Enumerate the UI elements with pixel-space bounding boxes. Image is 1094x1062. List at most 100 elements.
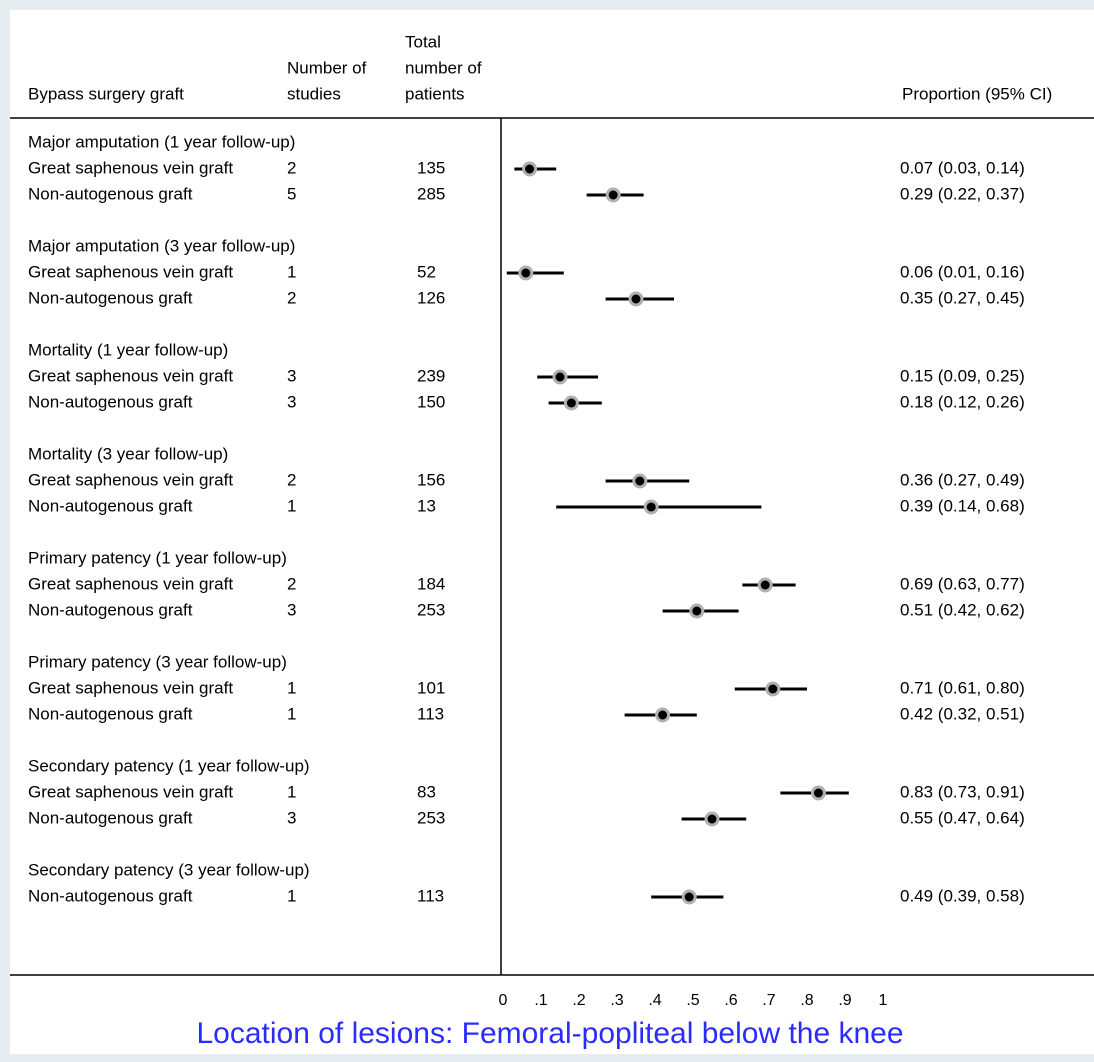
patients: 126	[417, 288, 445, 307]
group-title: Primary patency (3 year follow-up)	[28, 652, 287, 671]
group-title: Major amputation (1 year follow-up)	[28, 132, 295, 151]
studies: 2	[287, 470, 296, 489]
estimate-point	[692, 606, 702, 616]
group-title: Major amputation (3 year follow-up)	[28, 236, 295, 255]
studies: 3	[287, 366, 296, 385]
chart-title: Location of lesions: Femoral-popliteal b…	[196, 1017, 903, 1050]
ci-label: 0.36 (0.27, 0.49)	[900, 470, 1025, 489]
ci-label: 0.15 (0.09, 0.25)	[900, 366, 1025, 385]
patients: 253	[417, 808, 445, 827]
ci-label: 0.51 (0.42, 0.62)	[900, 600, 1025, 619]
patients: 113	[417, 704, 444, 723]
group-title: Mortality (3 year follow-up)	[28, 444, 228, 463]
patients: 150	[417, 392, 445, 411]
patients: 13	[417, 496, 436, 515]
row-label: Great saphenous vein graft	[28, 782, 233, 801]
row-label: Non-autogenous graft	[28, 600, 193, 619]
patients: 253	[417, 600, 445, 619]
patients: 135	[417, 158, 445, 177]
patients: 52	[417, 262, 436, 281]
estimate-point	[684, 892, 694, 902]
estimate-point	[646, 502, 656, 512]
studies: 5	[287, 184, 296, 203]
estimate-point	[760, 580, 770, 590]
studies: 2	[287, 288, 296, 307]
row-label: Great saphenous vein graft	[28, 678, 233, 697]
column-header: Bypass surgery graft	[28, 84, 184, 103]
x-tick-label: 0	[499, 992, 508, 1009]
x-tick-label: .8	[800, 992, 813, 1009]
ci-label: 0.69 (0.63, 0.77)	[900, 574, 1025, 593]
patients: 184	[417, 574, 445, 593]
ci-label: 0.55 (0.47, 0.64)	[900, 808, 1025, 827]
ci-label: 0.06 (0.01, 0.16)	[900, 262, 1025, 281]
column-header: studies	[287, 84, 341, 103]
patients: 101	[417, 678, 445, 697]
x-tick-label: 1	[879, 992, 888, 1009]
patients: 83	[417, 782, 436, 801]
row-label: Non-autogenous graft	[28, 496, 193, 515]
studies: 2	[287, 158, 296, 177]
row-label: Non-autogenous graft	[28, 704, 193, 723]
row-label: Great saphenous vein graft	[28, 366, 233, 385]
row-label: Non-autogenous graft	[28, 392, 193, 411]
studies: 1	[287, 678, 296, 697]
row-label: Great saphenous vein graft	[28, 262, 233, 281]
x-tick-label: .5	[686, 992, 699, 1009]
patients: 239	[417, 366, 445, 385]
estimate-point	[658, 710, 668, 720]
studies: 1	[287, 496, 296, 515]
estimate-point	[707, 814, 717, 824]
x-tick-label: .6	[724, 992, 737, 1009]
ci-label: 0.39 (0.14, 0.68)	[900, 496, 1025, 515]
studies: 3	[287, 600, 296, 619]
patients: 285	[417, 184, 445, 203]
column-header: Proportion (95% CI)	[902, 84, 1052, 103]
x-tick-label: .9	[838, 992, 851, 1009]
group-title: Primary patency (1 year follow-up)	[28, 548, 287, 567]
studies: 1	[287, 704, 296, 723]
row-label: Non-autogenous graft	[28, 288, 193, 307]
group-title: Mortality (1 year follow-up)	[28, 340, 228, 359]
column-header: Number of	[287, 58, 367, 77]
x-tick-label: .2	[572, 992, 585, 1009]
patients: 156	[417, 470, 445, 489]
ci-label: 0.71 (0.61, 0.80)	[900, 678, 1025, 697]
x-tick-label: .4	[648, 992, 661, 1009]
studies: 2	[287, 574, 296, 593]
x-tick-label: .7	[762, 992, 775, 1009]
estimate-point	[521, 268, 531, 278]
row-label: Non-autogenous graft	[28, 184, 193, 203]
estimate-point	[555, 372, 565, 382]
ci-label: 0.83 (0.73, 0.91)	[900, 782, 1025, 801]
row-label: Great saphenous vein graft	[28, 470, 233, 489]
row-label: Great saphenous vein graft	[28, 574, 233, 593]
studies: 3	[287, 392, 296, 411]
plot-panel	[10, 10, 1094, 1054]
estimate-point	[813, 788, 823, 798]
row-label: Non-autogenous graft	[28, 808, 193, 827]
group-title: Secondary patency (3 year follow-up)	[28, 860, 310, 879]
estimate-point	[525, 164, 535, 174]
ci-label: 0.29 (0.22, 0.37)	[900, 184, 1025, 203]
column-header: patients	[405, 84, 465, 103]
x-tick-label: .1	[534, 992, 547, 1009]
estimate-point	[631, 294, 641, 304]
ci-label: 0.07 (0.03, 0.14)	[900, 158, 1025, 177]
estimate-point	[768, 684, 778, 694]
ci-label: 0.35 (0.27, 0.45)	[900, 288, 1025, 307]
studies: 3	[287, 808, 296, 827]
column-header: number of	[405, 58, 482, 77]
estimate-point	[566, 398, 576, 408]
row-label: Non-autogenous graft	[28, 886, 193, 905]
column-header: Total	[405, 32, 441, 51]
ci-label: 0.18 (0.12, 0.26)	[900, 392, 1025, 411]
row-label: Great saphenous vein graft	[28, 158, 233, 177]
x-tick-label: .3	[610, 992, 623, 1009]
estimate-point	[635, 476, 645, 486]
estimate-point	[608, 190, 618, 200]
patients: 113	[417, 886, 444, 905]
studies: 1	[287, 782, 296, 801]
studies: 1	[287, 262, 296, 281]
